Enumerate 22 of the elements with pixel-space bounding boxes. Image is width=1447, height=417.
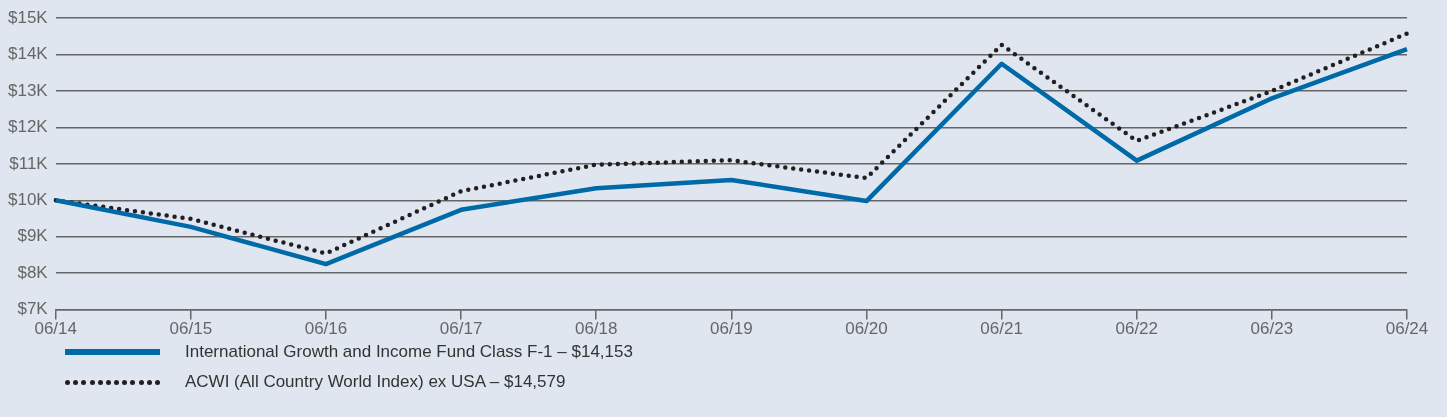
y-tick-label: $8K xyxy=(17,262,49,282)
y-tick-label: $11K xyxy=(9,153,49,173)
x-tick-label: 06/21 xyxy=(980,319,1023,339)
y-tick-label: $14K xyxy=(8,44,49,64)
y-tick-label: $9K xyxy=(17,226,49,246)
x-tick-label: 06/22 xyxy=(1115,319,1159,339)
x-tick-label: 06/18 xyxy=(574,319,618,339)
x-tick-label: 06/17 xyxy=(439,319,483,339)
legend-label: ACWI (All Country World Index) ex USA – $14,579 xyxy=(185,372,566,392)
x-tick-label: 06/20 xyxy=(845,319,888,339)
x-tick-label: 06/19 xyxy=(710,319,753,339)
y-tick-label: $13K xyxy=(8,80,49,100)
y-tick-label: $7K xyxy=(17,299,49,319)
y-tick-label: $15K xyxy=(8,7,49,27)
x-tick-label: 06/14 xyxy=(34,319,77,339)
x-tick-label: 06/15 xyxy=(169,319,213,339)
y-tick-label: $10K xyxy=(8,190,49,210)
x-tick-label: 06/23 xyxy=(1250,319,1294,339)
y-tick-label: $12K xyxy=(8,117,49,137)
x-tick-label: 06/16 xyxy=(304,319,348,339)
legend-label: International Growth and Income Fund Class F-1 – $14,153 xyxy=(185,342,633,362)
x-tick-label: 06/24 xyxy=(1385,319,1429,339)
